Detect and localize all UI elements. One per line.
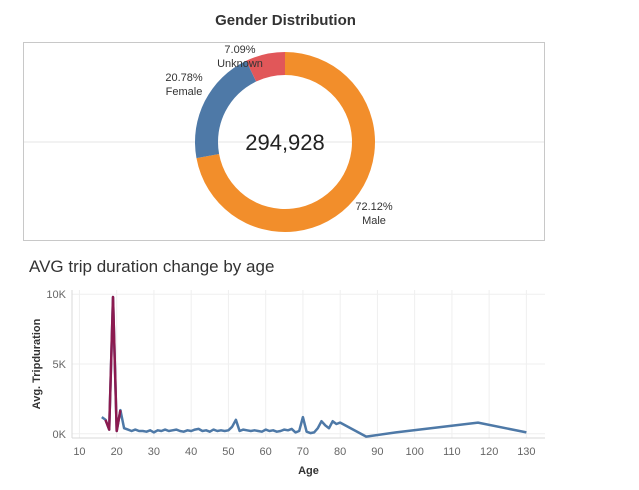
- x-tick-label: 30: [148, 446, 160, 458]
- y-tick-label: 0K: [53, 429, 67, 441]
- line-chart-title: AVG trip duration change by age: [29, 257, 275, 276]
- donut-chart-title: Gender Distribution: [215, 12, 356, 29]
- x-tick-label: 80: [334, 446, 346, 458]
- donut-label-name-male: Male: [362, 215, 386, 227]
- x-tick-label: 10: [73, 446, 85, 458]
- donut-label-pct-male: 72.12%: [355, 201, 393, 213]
- series-line-highlight: [104, 295, 122, 433]
- donut-label-name-female: Female: [166, 86, 203, 98]
- y-axis-title: Avg. Tripduration: [31, 318, 43, 409]
- x-tick-label: 90: [371, 446, 383, 458]
- x-tick-label: 120: [480, 446, 498, 458]
- x-tick-label: 100: [405, 446, 423, 458]
- x-axis-title: Age: [298, 465, 319, 477]
- donut-label-pct-unknown: 7.09%: [224, 44, 255, 56]
- x-tick-label: 130: [517, 446, 535, 458]
- series-line-avg-tripduration: [101, 295, 527, 438]
- x-tick-label: 70: [297, 446, 309, 458]
- y-tick-label: 5K: [53, 359, 67, 371]
- donut-label-pct-female: 20.78%: [165, 72, 203, 84]
- donut-slice-female: [194, 60, 257, 159]
- x-tick-label: 60: [260, 446, 272, 458]
- y-tick-label: 10K: [46, 289, 66, 301]
- x-tick-label: 40: [185, 446, 197, 458]
- x-tick-label: 20: [111, 446, 123, 458]
- donut-label-name-unknown: Unknown: [217, 58, 263, 70]
- donut-slice-unknown: [246, 52, 285, 82]
- x-tick-label: 110: [443, 446, 461, 458]
- donut-total-value: 294,928: [245, 130, 325, 155]
- x-tick-label: 50: [222, 446, 234, 458]
